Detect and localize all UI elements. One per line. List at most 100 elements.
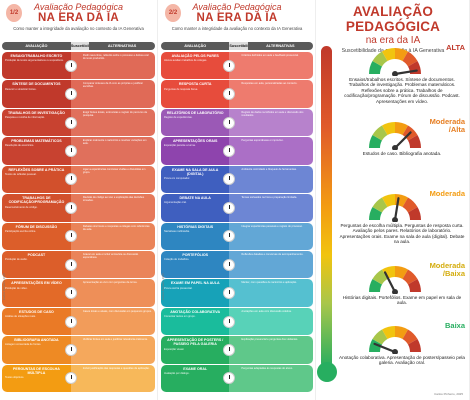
assessment-description: Textos de reflexão pessoal. (5, 172, 37, 176)
gauge-segment (369, 61, 383, 74)
assessment-name: Exame oral (183, 366, 208, 371)
level-label: Baixa (444, 321, 465, 330)
gauge-icon (64, 201, 77, 214)
assessment-name: Histórias digitais (177, 224, 214, 229)
table-row: Ensaio/Trabalho escrito Produção de texto… (2, 52, 155, 80)
assessment-list: Ensaio/Trabalho escrito Produção de texto… (2, 52, 155, 393)
alternative-cell: Explicar oralmente o raciocínio e resolv… (70, 137, 155, 165)
gauge-segment (369, 339, 383, 352)
alternative-text: Registo de dados recolhidos em aula e di… (241, 110, 304, 117)
assessment-name: Ensaio/Trabalho escrito (10, 54, 63, 58)
gauge-icon (64, 173, 77, 186)
table-row: Síntese de documentos Resumir e sintetiza… (2, 80, 155, 108)
alternative-cell: Verificar fontes em aula e justificar re… (70, 336, 155, 364)
alternative-text: Explicar oralmente o raciocínio e resolv… (82, 139, 147, 146)
alternative-cell: Apresentação ao vivo com perguntas da tu… (70, 279, 155, 307)
column-header-susceptibility: Suscetibilidade à IA (70, 42, 99, 56)
assessment-description: Produção de vídeo. (5, 286, 28, 290)
alternative-text: Incluir justificação das respostas e que… (82, 366, 150, 370)
level-label: Moderada /Alta (429, 117, 465, 134)
table-row: Exame em papel na aula Prova escrita pres… (161, 279, 313, 307)
assessment-cell: Bibliografia anotada Listagem comentada d… (2, 336, 71, 364)
assessment-name: Exame na sala de aula (digital) (172, 167, 219, 176)
gauge-icon (64, 258, 77, 271)
assessment-description: Listagem comentada de fontes. (5, 343, 42, 347)
alternative-text: Apresentação ao vivo com perguntas da tu… (82, 281, 138, 285)
panel-1-title-highlight: NA ERA DA IA (38, 12, 119, 24)
assessment-name: Portefólios (182, 252, 209, 257)
alternative-text: Gravar em aula e incluir entrevista ou d… (82, 252, 139, 259)
assessment-name: Podcast (27, 252, 46, 257)
panel-1-header: 1/2 Avaliação Pedagógica NA ERA DA IA Co… (0, 0, 157, 42)
alternative-text: Respostas em aula, personalizadas ao con… (241, 82, 298, 86)
table-row: Bibliografia anotada Listagem comentada d… (2, 336, 155, 364)
alternative-cell: Perguntas adaptadas às respostas do alun… (229, 364, 313, 393)
alternative-text: Exigir fontes locais, entrevistas e regi… (82, 110, 148, 117)
assessment-name: Problemas matemáticos (11, 139, 62, 144)
table-row: Anotação colaborativa Comentar textos em … (161, 307, 313, 336)
table-row: Histórias digitais Narrativas multimédia.… (161, 222, 313, 250)
assessment-name: Resposta curta (178, 82, 212, 87)
assessment-cell: Apresentações orais Exposição perante a t… (161, 137, 230, 165)
alternative-cell: Revisão de código ao vivo e explicação d… (70, 194, 155, 222)
panel-2: 2/2 Avaliação Pedagógica NA ERA DA IA Co… (159, 0, 316, 400)
alternative-cell: Manter, com questões de raciocínio e apl… (229, 279, 313, 307)
alternative-cell: Debates síncronos e respostas a colegas … (70, 222, 155, 250)
level-label: ALTA (446, 43, 465, 52)
alternative-text: Anotações em aula com discussão coletiva… (241, 309, 292, 313)
assessment-name: Anotação colaborativa (170, 309, 221, 314)
assessment-cell: Podcast Produção de áudio. (2, 250, 71, 279)
assessment-cell: Fórum de discussão Participação escrita o… (2, 222, 71, 250)
table-row: Reflexões sobre a prática Textos de refle… (2, 165, 155, 194)
gauge-segment (407, 207, 421, 220)
gauge-icon (369, 326, 421, 354)
assessment-name: Perguntas de escolha múltipla (12, 366, 60, 375)
alternative-text: Casos locais e atuais, com discussão em … (82, 309, 152, 313)
assessment-description: Alunos avaliam trabalhos de colegas. (164, 59, 207, 63)
assessment-description: Avaliação por diálogo. (164, 371, 190, 375)
gauge-segment (395, 266, 408, 280)
alternative-text: Reflexões datadas e conversas de acompan… (241, 252, 304, 256)
summary-title: AVALIAÇÃO PEDAGÓGICA (345, 4, 441, 34)
level-label: Moderada /Baixa (429, 261, 465, 278)
level-section: Moderada /Baixa Histórias digitais. Porte… (339, 262, 465, 320)
alternative-cell: Temas sorteados na hora e preparação lim… (229, 194, 313, 222)
column-headers: AVALIAÇÃO Suscetibilidade à IA ALTERNATI… (2, 42, 155, 56)
gauge-needle (383, 271, 397, 294)
assessment-description: Pesquisa e recolha de informação. (5, 116, 45, 120)
table-row: Perguntas de escolha múltipla Testes obje… (2, 364, 155, 393)
column-headers: AVALIAÇÃO Suscetibilidade à IA ALTERNATI… (161, 42, 313, 56)
alternative-text: Debates síncronos e respostas a colegas … (82, 224, 150, 231)
table-row: Estudos de caso Análise de situações reai… (2, 307, 155, 336)
alternative-cell: Incluir justificação das respostas e que… (70, 364, 155, 393)
assessment-name: Exame em papel na aula (170, 281, 220, 286)
alternative-text: Explicação presencial e perguntas dos vi… (241, 338, 299, 342)
alternative-cell: Gravar em aula e incluir entrevista ou d… (70, 250, 155, 279)
gauge-icon (369, 122, 421, 150)
gauge-icon (223, 258, 236, 271)
table-row: Apresentações em vídeo Produção de vídeo.… (2, 279, 155, 307)
gauge-icon (64, 59, 77, 72)
alternative-cell: Integrar experiências pessoais e registo… (229, 222, 313, 250)
gauge-icon (64, 372, 77, 385)
assessment-name: Reflexões sobre a prática (8, 167, 65, 172)
alternative-text: Pedir rascunhos, reflexão sobre o proces… (82, 54, 149, 60)
table-row: Apresentações orais Exposição perante a t… (161, 137, 313, 165)
gauge-icon (64, 116, 77, 129)
gauge-segment (369, 279, 383, 292)
assessment-cell: Trabalhos de codificação/programação Dese… (2, 194, 71, 222)
author-credit: Carlos Pinheiro, 2025 (2, 273, 6, 300)
level-assessments: Histórias digitais. Portefólios. Exame e… (342, 295, 462, 306)
assessment-cell: Portefólios Coleção de trabalhos. (161, 250, 230, 279)
assessment-cell: Exame oral Avaliação por diálogo. (161, 364, 230, 393)
assessment-name: Bibliografia anotada (14, 338, 59, 343)
gauge-icon (64, 144, 77, 157)
assessment-name: Apresentações orais (172, 139, 218, 144)
gauge-segment (407, 135, 421, 148)
level-section: Baixa Anotação colaborativa. Apresentação… (339, 322, 465, 392)
column-header-assessment: AVALIAÇÃO (161, 42, 230, 50)
gauge-icon (64, 230, 77, 243)
gauge-icon (64, 315, 77, 328)
gauge-icon (223, 287, 236, 300)
assessment-description: Análise de situações reais. (5, 315, 36, 318)
